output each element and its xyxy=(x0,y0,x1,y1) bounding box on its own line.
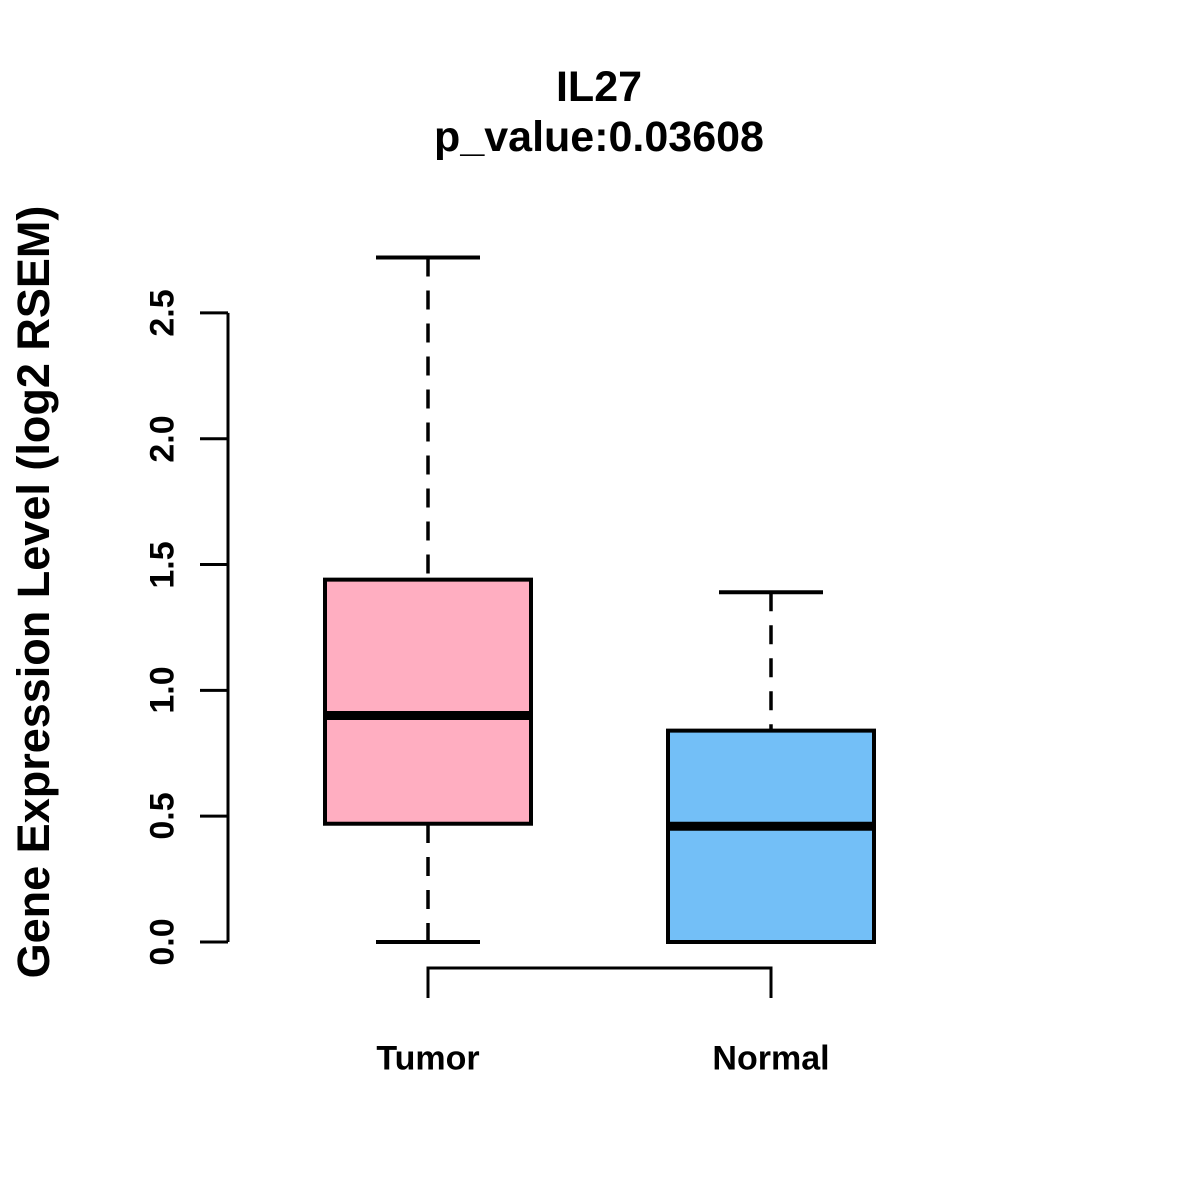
chart-subtitle: p_value:0.03608 xyxy=(434,113,764,161)
chart-title: IL27 xyxy=(555,63,643,111)
y-tick-label-2.5: 2.5 xyxy=(143,289,182,337)
y-tick-label-0.0: 0.0 xyxy=(143,918,182,966)
y-tick-label-2.0: 2.0 xyxy=(143,415,182,463)
y-tick-label-1.0: 1.0 xyxy=(143,666,182,714)
title-block: IL27 p_value:0.03608 xyxy=(434,62,764,162)
category-label-normal: Normal xyxy=(712,1039,830,1078)
tumor-box xyxy=(323,577,533,826)
y-tick-label-1.5: 1.5 xyxy=(143,540,182,589)
normal-box xyxy=(666,728,876,944)
y-axis-label: Gene Expression Level (log2 RSEM) xyxy=(8,205,59,979)
y-tick-label-0.5: 0.5 xyxy=(143,792,182,840)
category-label-tumor: Tumor xyxy=(376,1039,480,1078)
x-axis-bracket xyxy=(426,966,773,998)
